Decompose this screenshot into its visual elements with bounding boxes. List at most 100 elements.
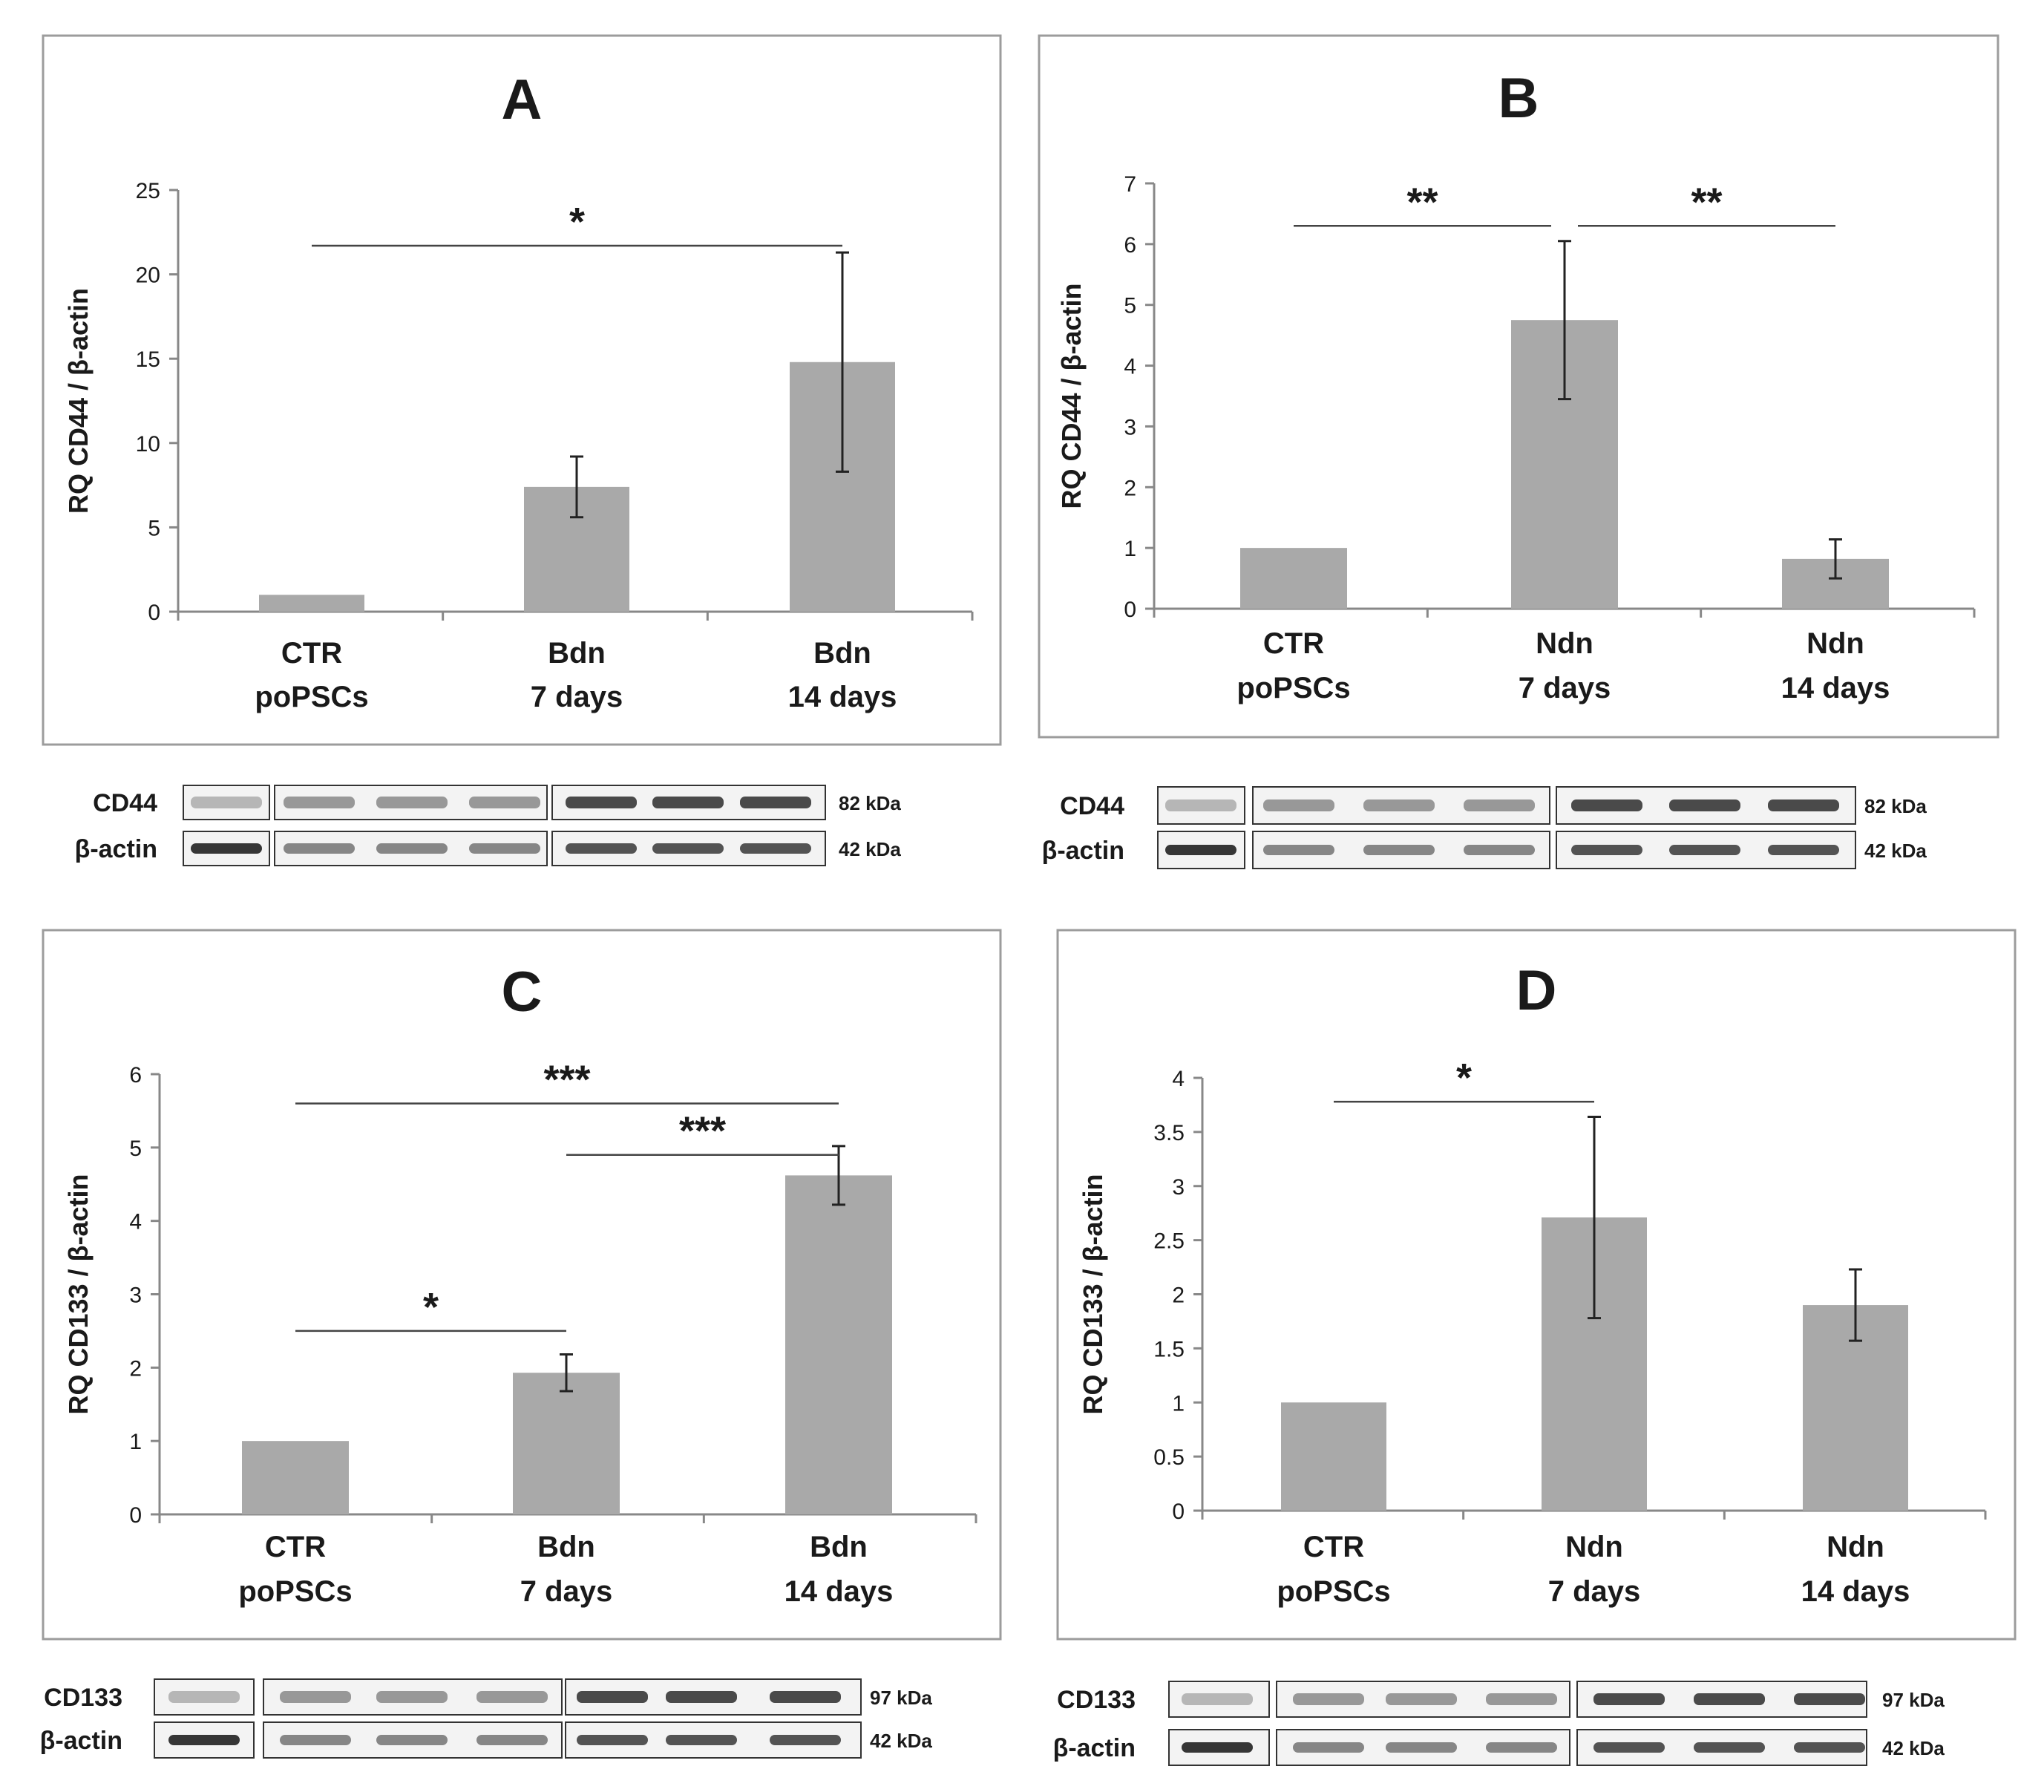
y-tick-label: 7 (1124, 172, 1136, 197)
blot-band (740, 843, 811, 854)
y-tick-label: 4 (1124, 355, 1136, 379)
blot-kda-label: 42 kDa (1882, 1737, 1945, 1759)
blot-segment (154, 1678, 255, 1716)
y-tick-label: 0.5 (1153, 1445, 1185, 1470)
bar-1 (242, 1441, 349, 1514)
blot-band (476, 1735, 548, 1745)
panel-title: B (1498, 67, 1539, 130)
category-label-line1: Bdn (813, 637, 871, 670)
blot-band (1464, 799, 1535, 811)
blot-row-label: β-actin (1042, 837, 1124, 865)
category-label-line1: CTR (1263, 627, 1324, 660)
blot-band (1293, 1693, 1364, 1705)
y-tick-label: 1 (1172, 1391, 1185, 1416)
significance-label: ** (1406, 180, 1438, 224)
y-tick-label: 2.5 (1153, 1229, 1185, 1254)
bar-1 (1281, 1402, 1386, 1511)
y-tick-label: 1.5 (1153, 1337, 1185, 1361)
chart-panel-c: C 0 1 2 3 4 5 6 RQ CD133 / β-actin CTR poPSCs Bdn 7 … (42, 929, 1002, 1641)
blot-segment (1252, 786, 1550, 825)
blot-band (376, 1691, 448, 1703)
significance-label: * (423, 1285, 439, 1330)
blot-kda-label: 82 kDa (839, 792, 901, 814)
blot-row-label: CD133 (1057, 1686, 1136, 1714)
blot-band (1293, 1742, 1364, 1753)
panel-title: D (1516, 959, 1557, 1022)
y-tick-label: 1 (129, 1430, 142, 1454)
blot-band (577, 1691, 648, 1703)
y-tick-label: 25 (136, 179, 160, 203)
blot-segment (1276, 1681, 1570, 1718)
western-blot-d: CD133 97 kDa β-actin 42 kDa (1053, 1681, 1945, 1766)
y-tick-label: 3.5 (1153, 1121, 1185, 1145)
blot-segment (263, 1678, 563, 1716)
y-tick-label: 3 (129, 1283, 142, 1308)
western-blot-c: CD133 97 kDa β-actin 42 kDa (40, 1678, 932, 1759)
blot-segment (274, 785, 548, 820)
blot-band (666, 1691, 737, 1703)
blot-band (376, 1735, 448, 1745)
category-label-line1: Ndn (1806, 627, 1864, 660)
blot-band (1694, 1742, 1765, 1753)
chart-panel-b: B 0 1 2 3 4 5 6 7 RQ CD44 / β-actin CTR poPSCs Ndn 7 … (1038, 34, 1999, 739)
panel-frame (42, 34, 1002, 746)
category-label-line1: CTR (281, 637, 342, 670)
y-tick-label: 3 (1172, 1175, 1185, 1200)
panel-frame (1038, 34, 1999, 739)
category-label-line2: 7 days (1519, 672, 1611, 704)
blot-kda-label: 42 kDa (839, 838, 901, 860)
blot-band (280, 1735, 351, 1745)
category-label-line2: 7 days (531, 681, 623, 713)
y-tick-label: 6 (129, 1063, 142, 1088)
chart-panel-a: A 0 5 10 15 20 25 RQ CD44 / β-actin CTR poPSCs Bdn… (42, 34, 1002, 746)
blot-band (284, 843, 355, 854)
y-tick-label: 20 (136, 264, 160, 288)
category-label-line2: poPSCs (255, 681, 368, 713)
category-label-line1: CTR (1303, 1531, 1364, 1563)
y-tick-label: 2 (129, 1356, 142, 1381)
blot-band (280, 1691, 351, 1703)
category-label-line2: poPSCs (238, 1575, 352, 1608)
category-label-line2: poPSCs (1277, 1575, 1390, 1608)
blot-band (1263, 845, 1334, 855)
blot-band (1768, 799, 1839, 811)
panel-frame (1056, 929, 2017, 1641)
blot-kda-label: 82 kDa (1864, 795, 1927, 817)
blot-band (740, 797, 811, 808)
category-label-line1: CTR (265, 1531, 326, 1563)
category-label-line1: Bdn (810, 1531, 868, 1563)
blot-band (376, 797, 448, 808)
category-label-line1: Ndn (1565, 1531, 1623, 1563)
category-label-line1: Bdn (537, 1531, 595, 1563)
significance-label: ** (1691, 180, 1722, 224)
significance-label: * (569, 200, 585, 244)
y-axis-label: RQ CD44 / β-actin (1056, 283, 1087, 509)
y-tick-label: 5 (1124, 294, 1136, 318)
blot-segment (1157, 786, 1245, 825)
blot-kda-label: 42 kDa (870, 1730, 932, 1752)
bar-3 (785, 1175, 892, 1514)
blot-band (1386, 1693, 1457, 1705)
blot-segment (183, 785, 270, 820)
y-tick-label: 0 (1124, 598, 1136, 622)
y-tick-label: 5 (148, 516, 160, 540)
blot-band (1363, 799, 1435, 811)
category-label-line1: Bdn (548, 637, 606, 670)
blot-band (1263, 799, 1334, 811)
blot-band (770, 1691, 841, 1703)
category-label-line2: 14 days (784, 1575, 894, 1608)
significance-label: *** (679, 1109, 726, 1154)
y-tick-label: 2 (1172, 1283, 1185, 1308)
category-label-line1: Ndn (1536, 627, 1593, 660)
y-axis-label: RQ CD133 / β-actin (63, 1174, 94, 1414)
significance-label: *** (543, 1058, 590, 1102)
bar-1 (1240, 548, 1347, 609)
blot-band (577, 1735, 648, 1745)
blot-band (1571, 799, 1642, 811)
y-tick-label: 2 (1124, 476, 1136, 500)
blot-band (566, 797, 637, 808)
category-label-line2: 14 days (788, 681, 897, 713)
blot-row-label: β-actin (75, 835, 157, 863)
y-tick-label: 0 (129, 1503, 142, 1528)
